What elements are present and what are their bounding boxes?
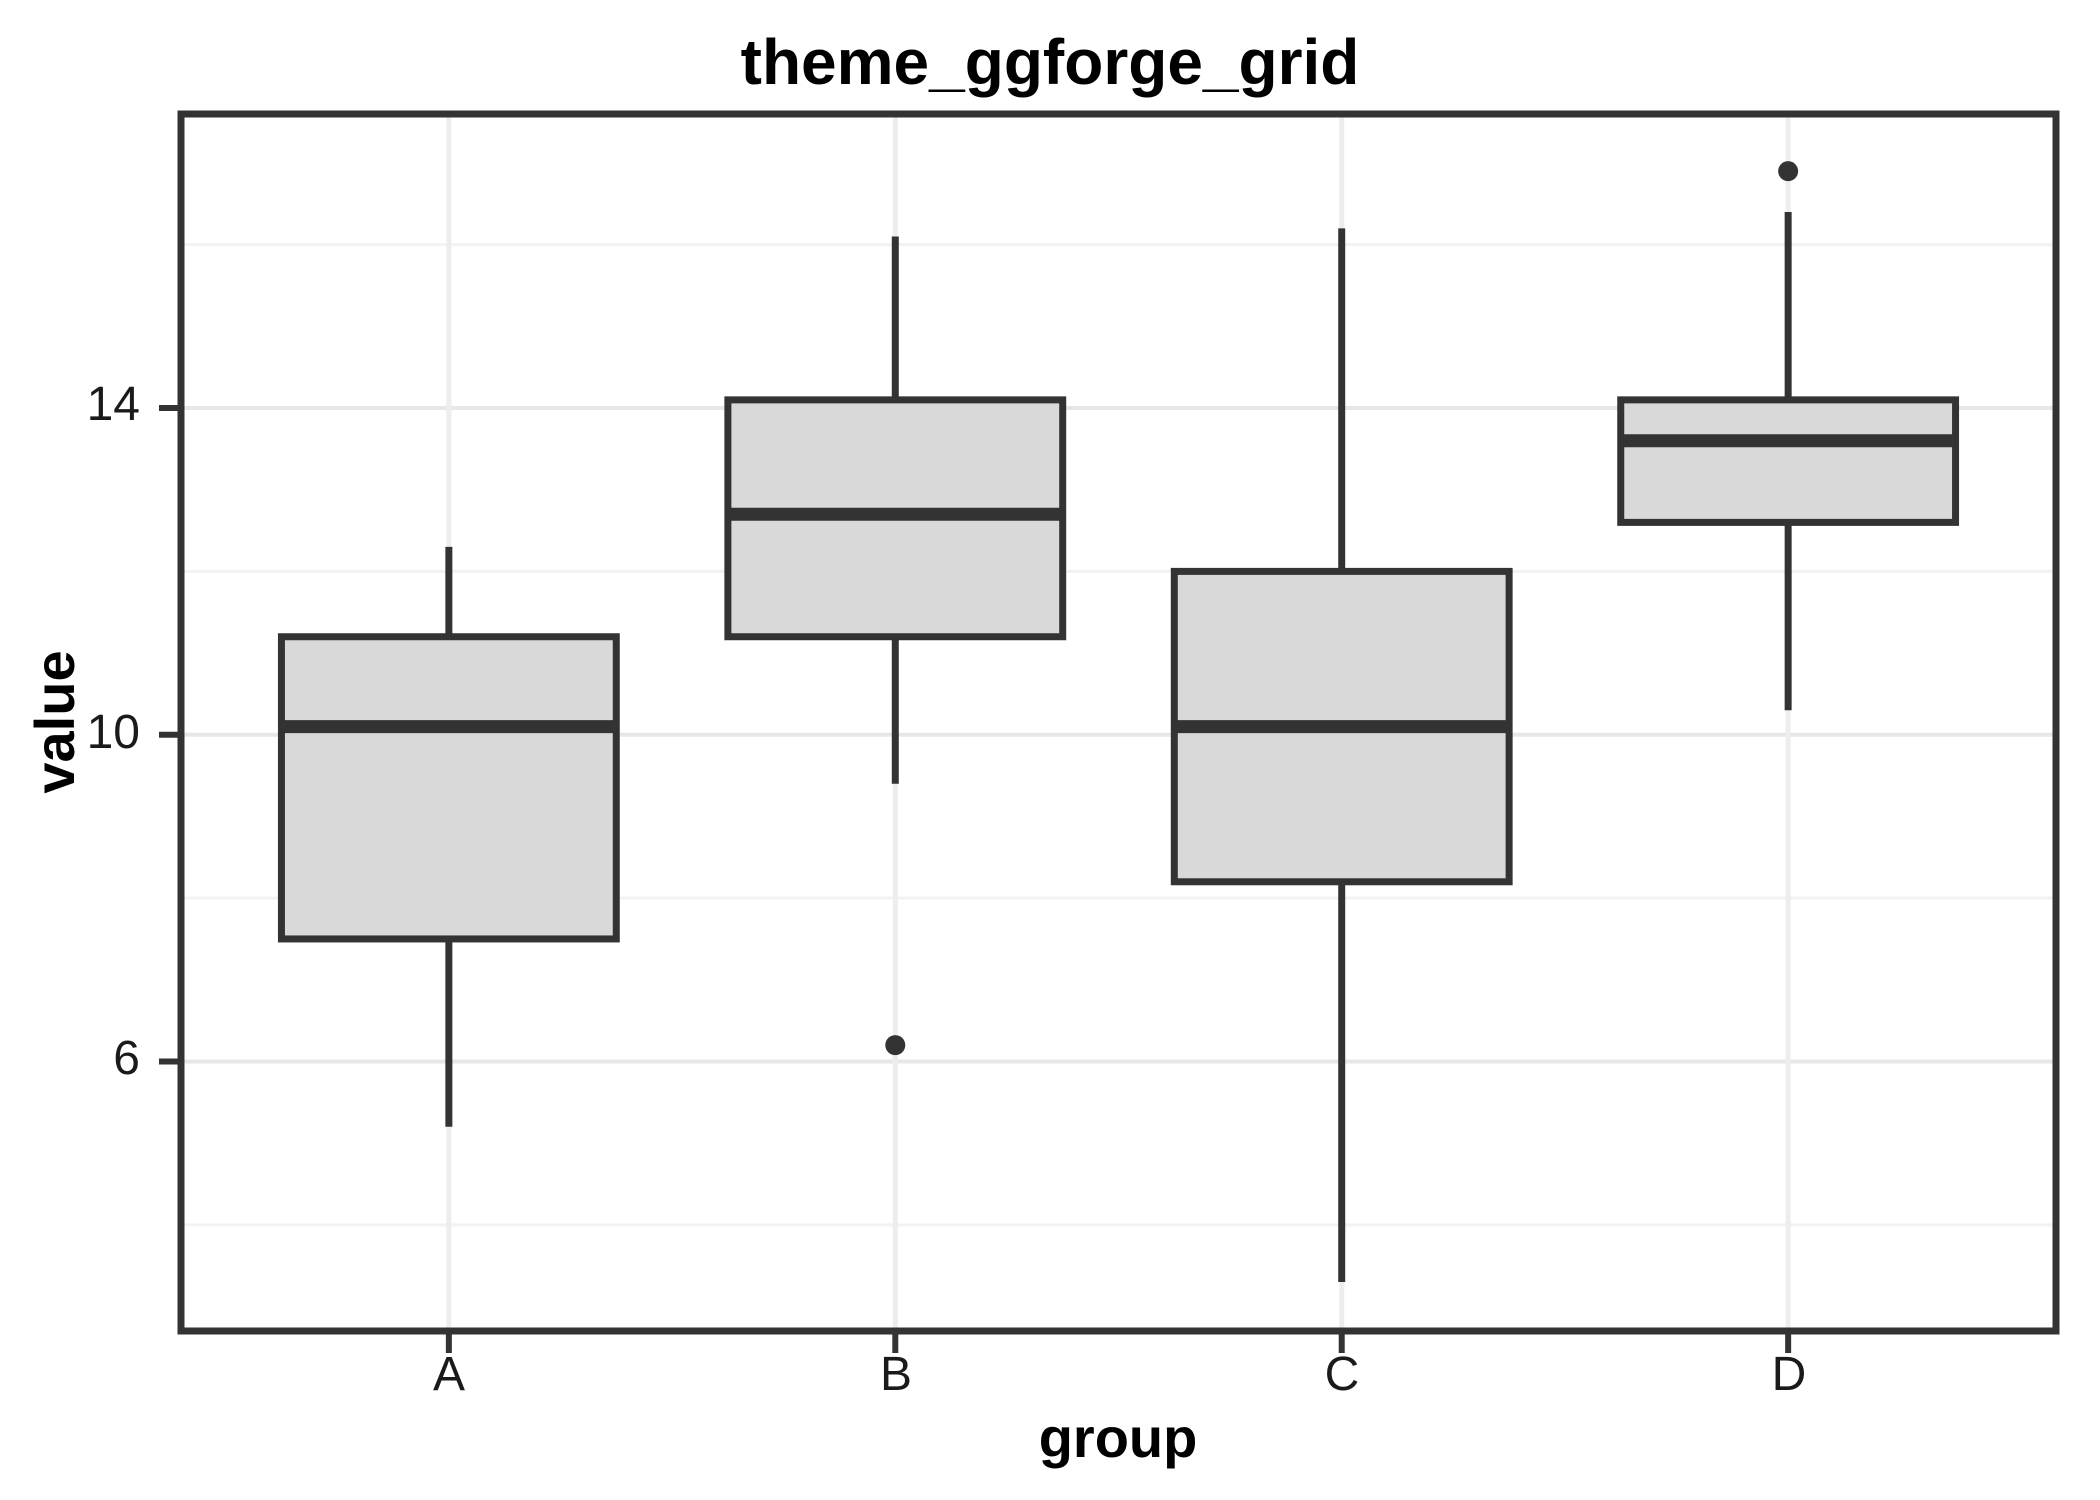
outlier-B [885,1035,906,1056]
box-A [277,633,620,943]
y-tick-label-6: 6 [113,1032,140,1085]
plot-title: theme_ggforge_grid [740,26,1360,98]
x-tick-label-d: D [1771,1348,1807,1401]
outlier-D [1778,161,1799,182]
y-tick-label-14: 14 [86,378,140,431]
x-axis-title: group [1038,1406,1198,1469]
x-tick-label-b: B [879,1348,912,1401]
x-tick-label-a: A [432,1348,465,1401]
box-D [1617,396,1960,526]
y-tick-label-10: 10 [86,706,140,759]
panel-border [177,110,2060,1335]
x-tick-label-c: C [1324,1348,1360,1401]
y-axis-title: value [23,650,86,794]
